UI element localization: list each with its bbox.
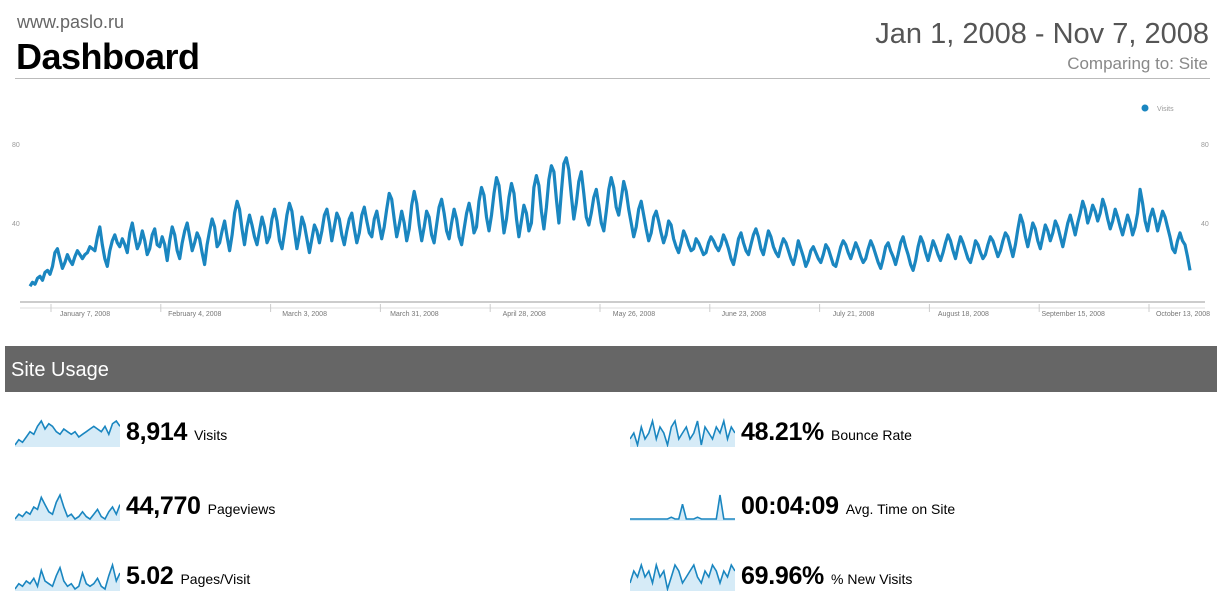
sparkline-area bbox=[15, 421, 120, 447]
metric-value: 48.21% bbox=[741, 417, 824, 446]
metric-bounce-rate[interactable]: 48.21% Bounce Rate bbox=[630, 414, 912, 450]
site-usage-bar: Site Usage bbox=[5, 346, 1217, 392]
x-tick-label: May 26, 2008 bbox=[613, 311, 656, 318]
sparkline-area bbox=[630, 565, 735, 591]
metric-label: Avg. Time on Site bbox=[845, 501, 956, 517]
y-tick-label-left: 80 bbox=[12, 142, 20, 149]
x-tick-label: March 3, 2008 bbox=[282, 311, 327, 318]
dashboard-header: www.paslo.ru Dashboard Jan 1, 2008 - Nov… bbox=[0, 0, 1217, 80]
metric-value: 5.02 bbox=[126, 561, 174, 590]
x-tick-label: April 28, 2008 bbox=[503, 311, 546, 318]
metric-value: 8,914 bbox=[126, 417, 188, 446]
x-tick-label: March 31, 2008 bbox=[390, 311, 439, 318]
metric-label: Pageviews bbox=[207, 501, 276, 517]
metric-visits[interactable]: 8,914 Visits bbox=[15, 414, 227, 450]
visits-chart: 80 80 40 40 January 7, 2008 February 4, 2008 M… bbox=[10, 92, 1217, 332]
page-title: Dashboard bbox=[16, 36, 200, 77]
sparkline-line bbox=[630, 494, 735, 520]
section-title: Site Usage bbox=[11, 359, 109, 381]
x-tick-label: January 7, 2008 bbox=[60, 311, 110, 318]
x-tick-label: August 18, 2008 bbox=[938, 311, 989, 318]
sparkline-visits bbox=[15, 419, 120, 447]
x-tick-label: July 21, 2008 bbox=[833, 311, 875, 318]
visits-line-chart: 80 80 40 40 January 7, 2008 February 4, 2008 M… bbox=[12, 104, 1210, 318]
legend-marker bbox=[1141, 104, 1149, 112]
comparing-label: Comparing to: Site bbox=[1067, 54, 1208, 73]
metric-value: 69.96% bbox=[741, 561, 824, 590]
x-tick-label: October 13, 2008 bbox=[1156, 311, 1210, 318]
visits-series-line bbox=[28, 156, 1192, 288]
sparkline-line bbox=[15, 419, 120, 446]
y-tick-label-right: 80 bbox=[1201, 142, 1209, 149]
x-tick-label: February 4, 2008 bbox=[168, 311, 221, 318]
metric-pages-per-visit[interactable]: 5.02 Pages/Visit bbox=[15, 558, 250, 594]
metric-label: % New Visits bbox=[831, 571, 913, 587]
metric-label: Bounce Rate bbox=[831, 427, 912, 443]
metric-label: Pages/Visit bbox=[180, 571, 251, 587]
metric-value: 00:04:09 bbox=[741, 491, 839, 520]
y-tick-label-left: 40 bbox=[12, 221, 20, 228]
sparkline-bounce-rate bbox=[630, 417, 735, 447]
y-tick-label-right: 40 bbox=[1201, 221, 1209, 228]
x-tick-label: September 15, 2008 bbox=[1041, 311, 1105, 318]
x-tick-label: June 23, 2008 bbox=[722, 311, 766, 318]
site-name[interactable]: www.paslo.ru bbox=[17, 12, 125, 32]
metric-avg-time-on-site[interactable]: 00:04:09 Avg. Time on Site bbox=[630, 488, 955, 524]
metric-label: Visits bbox=[194, 427, 228, 443]
header-divider bbox=[15, 78, 1210, 79]
sparkline-avg-time bbox=[630, 494, 735, 521]
metric-pageviews[interactable]: 44,770 Pageviews bbox=[15, 488, 275, 524]
metric-value: 44,770 bbox=[126, 491, 201, 520]
date-range[interactable]: Jan 1, 2008 - Nov 7, 2008 bbox=[875, 18, 1209, 50]
sparkline-line bbox=[630, 561, 735, 591]
sparkline-line bbox=[15, 492, 120, 521]
metric-new-visits[interactable]: 69.96% % New Visits bbox=[630, 558, 912, 594]
sparkline-new-visits bbox=[630, 561, 735, 591]
sparkline-pageviews bbox=[15, 492, 120, 521]
sparkline-line bbox=[630, 417, 735, 447]
legend-label: Visits bbox=[1157, 106, 1174, 113]
sparkline-area bbox=[630, 495, 735, 521]
